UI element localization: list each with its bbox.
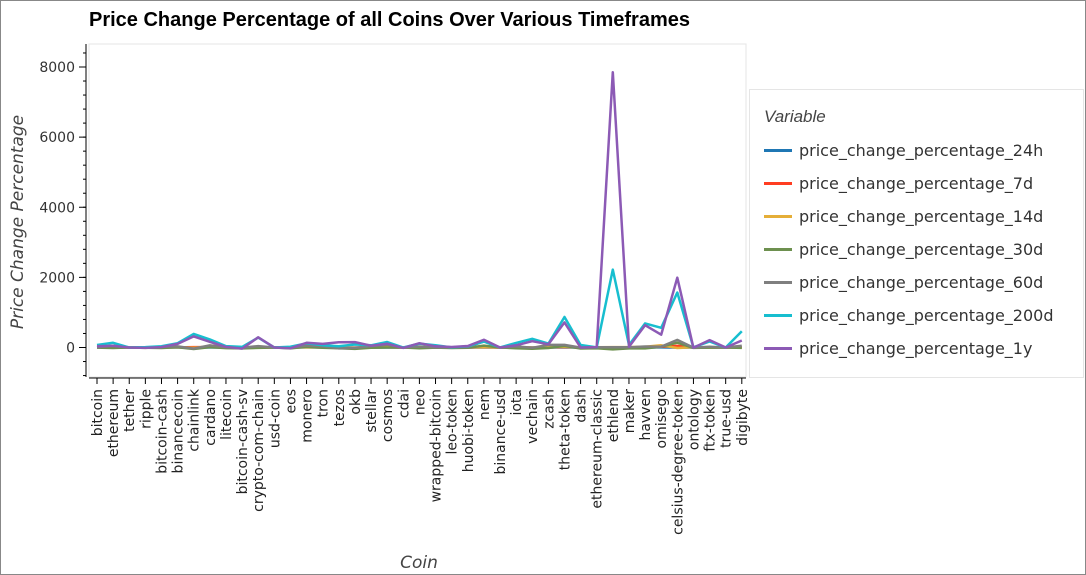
legend-label: price_change_percentage_24h <box>799 140 1044 160</box>
x-tick-label: neo <box>412 389 428 415</box>
x-tick-label: true-usd <box>719 389 735 448</box>
x-tick-label: omisego <box>654 389 670 448</box>
x-tick-label: ripple <box>138 389 154 429</box>
legend-label: price_change_percentage_7d <box>799 173 1034 193</box>
legend-swatch <box>764 148 792 152</box>
x-tick-label: ontology <box>686 389 702 450</box>
x-tick-label: usd-coin <box>267 389 283 448</box>
x-tick-label: cardano <box>203 389 219 446</box>
series-line-price_change_percentage_60d <box>96 338 742 350</box>
y-tick-label: 2000 <box>39 270 75 286</box>
y-axis: 0 2000 4000 6000 8000 <box>39 44 87 377</box>
x-tick-label: litecoin <box>219 389 235 440</box>
x-tick-label: vechain <box>525 389 541 444</box>
x-tick-label: chainlink <box>187 388 203 452</box>
legend-swatch <box>764 214 792 218</box>
legend-item[interactable]: price_change_percentage_1y <box>764 336 1032 360</box>
x-tick-label: okb <box>348 389 364 415</box>
x-tick-label: binance-usd <box>493 389 509 475</box>
legend-item[interactable]: price_change_percentage_60d <box>764 270 1043 294</box>
x-tick-label: ethereum-classic <box>590 389 606 509</box>
legend-swatch <box>764 313 792 317</box>
x-tick-label: dash <box>574 389 590 423</box>
legend-label: price_change_percentage_14d <box>799 206 1044 226</box>
x-axis: bitcoin ethereum tether ripple bitcoin-cash b… <box>89 377 751 535</box>
legend-swatch <box>764 346 792 350</box>
x-tick-label: maker <box>622 389 638 433</box>
x-tick-label: wrapped-bitcoin <box>429 389 445 502</box>
series-line-price_change_percentage_1y <box>96 70 743 350</box>
x-tick-label: iota <box>509 389 525 416</box>
x-tick-label: bitcoin-cash <box>154 389 170 474</box>
x-tick-label: huobi-token <box>461 389 477 472</box>
x-tick-label: ethereum <box>106 389 122 457</box>
y-tick-label: 0 <box>66 341 75 357</box>
y-tick-label: 8000 <box>39 60 75 76</box>
legend-label: price_change_percentage_60d <box>799 272 1044 292</box>
y-tick-label: 6000 <box>39 130 75 146</box>
x-tick-label: havven <box>638 389 654 441</box>
x-tick-label: stellar <box>364 389 380 433</box>
x-tick-label: crypto-com-chain <box>251 389 267 512</box>
chart-title: Price Change Percentage of all Coins Ove… <box>89 9 690 31</box>
x-tick-label: theta-token <box>557 389 573 470</box>
x-tick-label: tether <box>122 389 138 432</box>
legend-swatch <box>764 280 792 284</box>
legend-item[interactable]: price_change_percentage_24h <box>764 138 1043 162</box>
x-tick-label: tron <box>316 389 332 417</box>
legend-swatch <box>764 247 792 251</box>
x-tick-label: leo-token <box>445 389 461 455</box>
legend-label: price_change_percentage_1y <box>799 338 1033 358</box>
x-tick-label: cdai <box>396 389 412 418</box>
plot-background <box>88 43 747 378</box>
x-tick-label: binancecoin <box>171 389 187 473</box>
legend-label: price_change_percentage_30d <box>799 239 1044 259</box>
x-tick-label: cosmos <box>380 389 396 442</box>
x-tick-label: bitcoin <box>90 389 106 436</box>
legend-swatch <box>764 181 792 185</box>
x-tick-label: celsius-degree-token <box>670 389 686 535</box>
y-axis-label: Price Change Percentage <box>8 115 28 329</box>
legend-label: price_change_percentage_200d <box>799 305 1054 325</box>
legend-item[interactable]: price_change_percentage_200d <box>764 303 1053 327</box>
x-tick-label: bitcoin-cash-sv <box>235 389 251 494</box>
series-lines <box>96 70 743 351</box>
x-axis-label: Coin <box>400 553 438 573</box>
x-tick-label: eos <box>283 389 299 413</box>
y-tick-label: 4000 <box>39 200 75 216</box>
legend-item[interactable]: price_change_percentage_14d <box>764 204 1043 228</box>
legend-item[interactable]: price_change_percentage_7d <box>764 171 1033 195</box>
x-tick-label: ftx-token <box>703 389 719 452</box>
x-tick-label: monero <box>300 389 316 443</box>
x-tick-label: nem <box>477 389 493 420</box>
x-tick-label: zcash <box>541 389 557 429</box>
legend-title: Variable <box>764 107 826 126</box>
x-tick-label: tezos <box>332 389 348 426</box>
x-tick-label: ethlend <box>606 389 622 442</box>
x-tick-label: digibyte <box>735 389 751 446</box>
legend-item[interactable]: price_change_percentage_30d <box>764 237 1043 261</box>
